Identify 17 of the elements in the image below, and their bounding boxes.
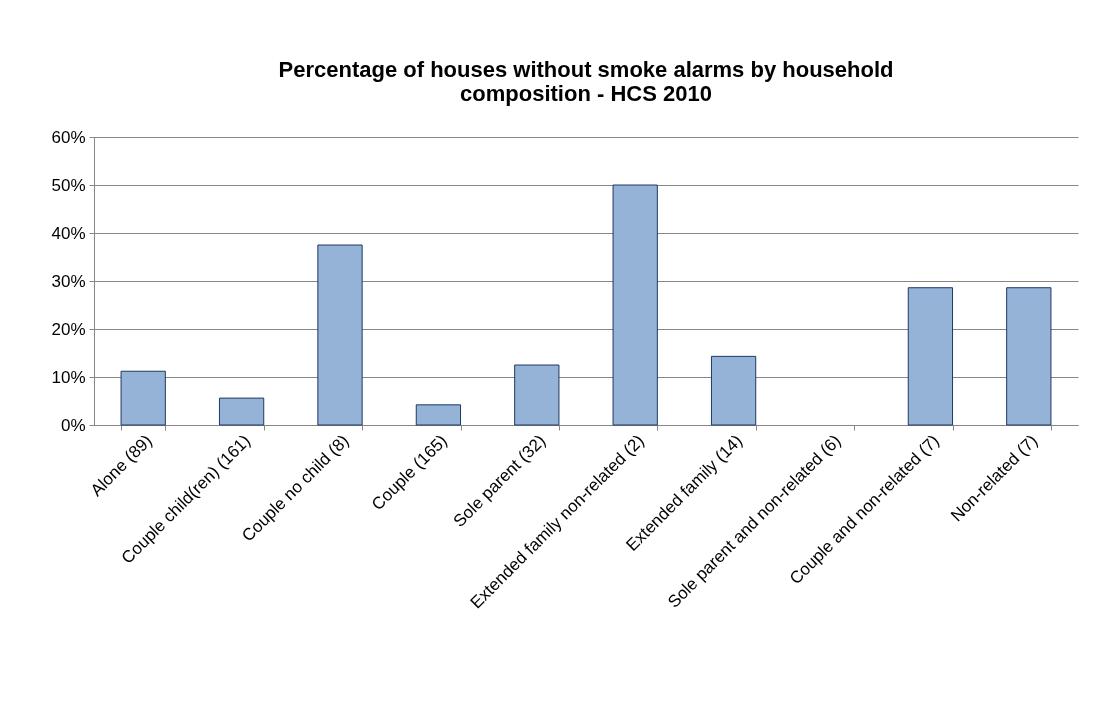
y-tick-label: 40% <box>51 223 86 243</box>
y-tick-label: 30% <box>51 271 86 291</box>
y-tick-label: 60% <box>51 127 86 147</box>
y-tick-label: 0% <box>60 415 86 435</box>
bar <box>1006 287 1052 426</box>
bar <box>907 287 954 426</box>
bar <box>120 370 166 426</box>
bar <box>218 397 265 426</box>
bar <box>612 184 658 426</box>
bar <box>415 404 462 426</box>
y-tick-label: 10% <box>51 367 86 387</box>
bar <box>514 364 560 426</box>
y-tick-label: 50% <box>51 175 86 195</box>
bar <box>317 244 363 426</box>
bar <box>710 355 757 426</box>
y-tick-label: 20% <box>51 319 86 339</box>
chart-title: Percentage of houses without smoke alarms by household composition - HCS 2010 <box>278 57 894 106</box>
